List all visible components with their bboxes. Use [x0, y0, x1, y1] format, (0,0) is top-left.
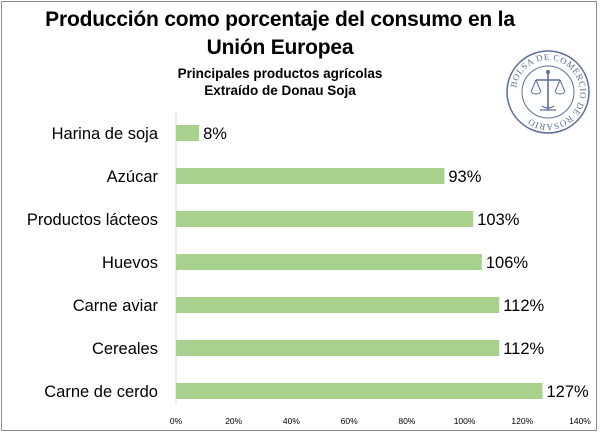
- bar: [176, 254, 482, 270]
- x-tick-label: 80%: [398, 416, 415, 426]
- category-label: Carne aviar: [73, 297, 159, 315]
- chart-source: Extraído de Donau Soja: [204, 83, 356, 98]
- x-tick-label: 140%: [569, 416, 591, 426]
- x-tick-label: 20%: [225, 416, 242, 426]
- data-label: 127%: [546, 383, 589, 401]
- bar: [176, 125, 200, 141]
- bar: [176, 211, 474, 227]
- x-tick-label: 60%: [341, 416, 358, 426]
- category-label: Cereales: [92, 340, 158, 358]
- chart-subtitle: Principales productos agrícolas: [177, 66, 383, 81]
- category-label: Harina de soja: [52, 125, 159, 143]
- bar: [176, 297, 500, 313]
- data-label: 112%: [503, 340, 544, 358]
- data-label: 112%: [503, 297, 544, 315]
- chart-title: Producción como porcentaje del consumo e…: [45, 8, 515, 59]
- category-label: Carne de cerdo: [44, 383, 158, 401]
- bolsa-comercio-rosario-logo: BOLSA DE COMERCIO DE ROSARIO: [506, 50, 590, 134]
- bar: [176, 340, 500, 356]
- bar: [176, 168, 445, 184]
- data-label: 8%: [203, 125, 227, 143]
- category-label: Azúcar: [107, 168, 159, 186]
- data-label: 106%: [486, 254, 529, 272]
- x-tick-label: 100%: [454, 416, 476, 426]
- category-label: Huevos: [102, 254, 158, 272]
- x-tick-label: 120%: [511, 416, 533, 426]
- data-label: 93%: [448, 168, 481, 186]
- x-tick-label: 40%: [283, 416, 300, 426]
- data-label: 103%: [477, 211, 520, 229]
- x-tick-label: 0%: [170, 416, 183, 426]
- bar: [176, 383, 543, 399]
- category-label: Productos lácteos: [27, 211, 158, 229]
